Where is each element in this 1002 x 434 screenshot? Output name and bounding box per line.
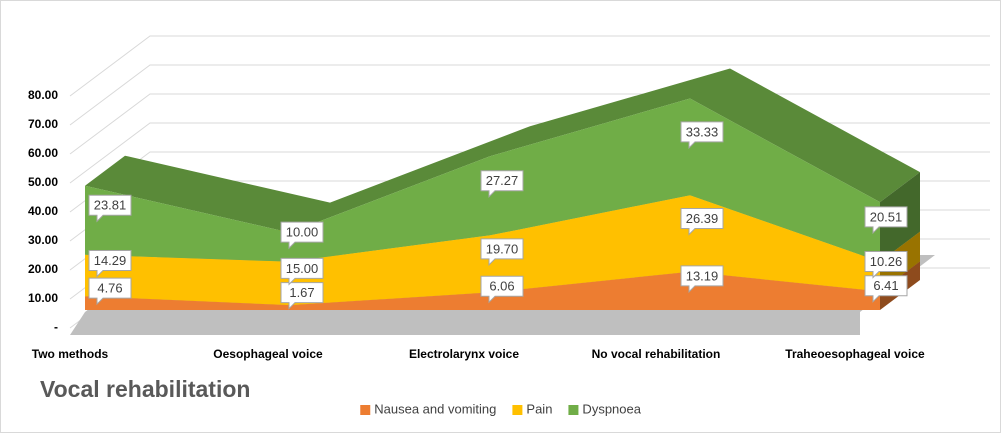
legend-swatch bbox=[568, 405, 579, 415]
value-label: 10.26 bbox=[864, 251, 908, 279]
label-box bbox=[280, 221, 324, 250]
label-box bbox=[680, 121, 724, 150]
legend-swatch bbox=[360, 405, 371, 415]
value-label: 10.00 bbox=[280, 221, 324, 250]
value-label: 33.33 bbox=[680, 121, 724, 150]
label-box bbox=[88, 277, 132, 306]
value-label: 20.51 bbox=[864, 206, 908, 235]
label-box bbox=[480, 170, 524, 198]
y-tick-label: 20.00 bbox=[28, 262, 58, 276]
chart-title: Vocal rehabilitation bbox=[40, 376, 250, 402]
value-label-text: 27.27 bbox=[486, 173, 519, 188]
value-label: 23.81 bbox=[88, 194, 132, 223]
grid-line bbox=[69, 64, 990, 126]
legend-label: Pain bbox=[526, 401, 552, 416]
value-label-text: 33.33 bbox=[686, 124, 719, 139]
x-tick-label: Two methods bbox=[32, 347, 109, 361]
value-label-text: 23.81 bbox=[94, 198, 127, 213]
legend-item: Dyspnoea bbox=[568, 401, 642, 416]
value-label-text: 1.67 bbox=[289, 285, 314, 300]
label-box bbox=[88, 249, 132, 278]
label-box bbox=[280, 257, 324, 286]
value-label-text: 10.26 bbox=[870, 254, 903, 269]
y-tick-label: 80.00 bbox=[28, 88, 58, 102]
legend: Nausea and vomiting Pain Dyspnoea bbox=[360, 401, 642, 416]
value-label-text: 13.19 bbox=[686, 268, 719, 283]
value-label: 15.00 bbox=[280, 257, 324, 286]
value-label-text: 6.41 bbox=[873, 278, 898, 293]
value-label-text: 26.39 bbox=[686, 211, 719, 226]
y-tick-label: 70.00 bbox=[28, 117, 58, 131]
x-tick-label: Traheoesophageal voice bbox=[785, 347, 925, 361]
x-tick-label: Electrolarynx voice bbox=[409, 347, 519, 361]
value-label-text: 19.70 bbox=[486, 241, 519, 256]
legend-label: Nausea and vomiting bbox=[374, 401, 496, 416]
y-tick-label: 40.00 bbox=[28, 204, 58, 218]
legend-item: Nausea and vomiting bbox=[360, 401, 496, 416]
label-box bbox=[680, 265, 724, 294]
label-box bbox=[864, 206, 908, 235]
value-label-text: 15.00 bbox=[286, 261, 319, 276]
grid-line bbox=[69, 35, 990, 97]
value-label-text: 14.29 bbox=[94, 253, 127, 268]
value-label-text: 6.06 bbox=[489, 279, 514, 294]
label-box bbox=[280, 282, 324, 310]
floor-front bbox=[70, 312, 860, 335]
area-top bbox=[85, 68, 920, 233]
legend-swatch bbox=[512, 405, 523, 415]
label-box bbox=[864, 275, 908, 303]
y-tick-label: 50.00 bbox=[28, 175, 58, 189]
value-label: 6.06 bbox=[480, 275, 524, 304]
value-label: 6.41 bbox=[864, 275, 908, 303]
x-tick-label: No vocal rehabilitation bbox=[592, 347, 721, 361]
y-tick-label: 10.00 bbox=[28, 291, 58, 305]
value-label: 1.67 bbox=[280, 282, 324, 310]
value-label: 13.19 bbox=[680, 265, 724, 294]
legend-label: Dyspnoea bbox=[582, 401, 641, 416]
value-label-text: 4.76 bbox=[97, 281, 122, 296]
label-box bbox=[480, 238, 524, 267]
value-label: 4.76 bbox=[88, 277, 132, 306]
x-tick-label: Oesophageal voice bbox=[213, 347, 323, 361]
value-label: 14.29 bbox=[88, 249, 132, 278]
y-tick-label: 30.00 bbox=[28, 233, 58, 247]
legend-item: Pain bbox=[512, 401, 552, 416]
label-box bbox=[480, 275, 524, 304]
label-box bbox=[88, 194, 132, 223]
y-tick-label: 60.00 bbox=[28, 146, 58, 160]
label-box bbox=[864, 251, 908, 279]
value-label-text: 20.51 bbox=[870, 209, 903, 224]
value-label-text: 10.00 bbox=[286, 225, 319, 240]
y-tick-label: - bbox=[54, 320, 58, 334]
value-label: 27.27 bbox=[480, 170, 524, 198]
value-label: 19.70 bbox=[480, 238, 524, 267]
value-label: 26.39 bbox=[680, 207, 724, 236]
label-box bbox=[680, 207, 724, 236]
